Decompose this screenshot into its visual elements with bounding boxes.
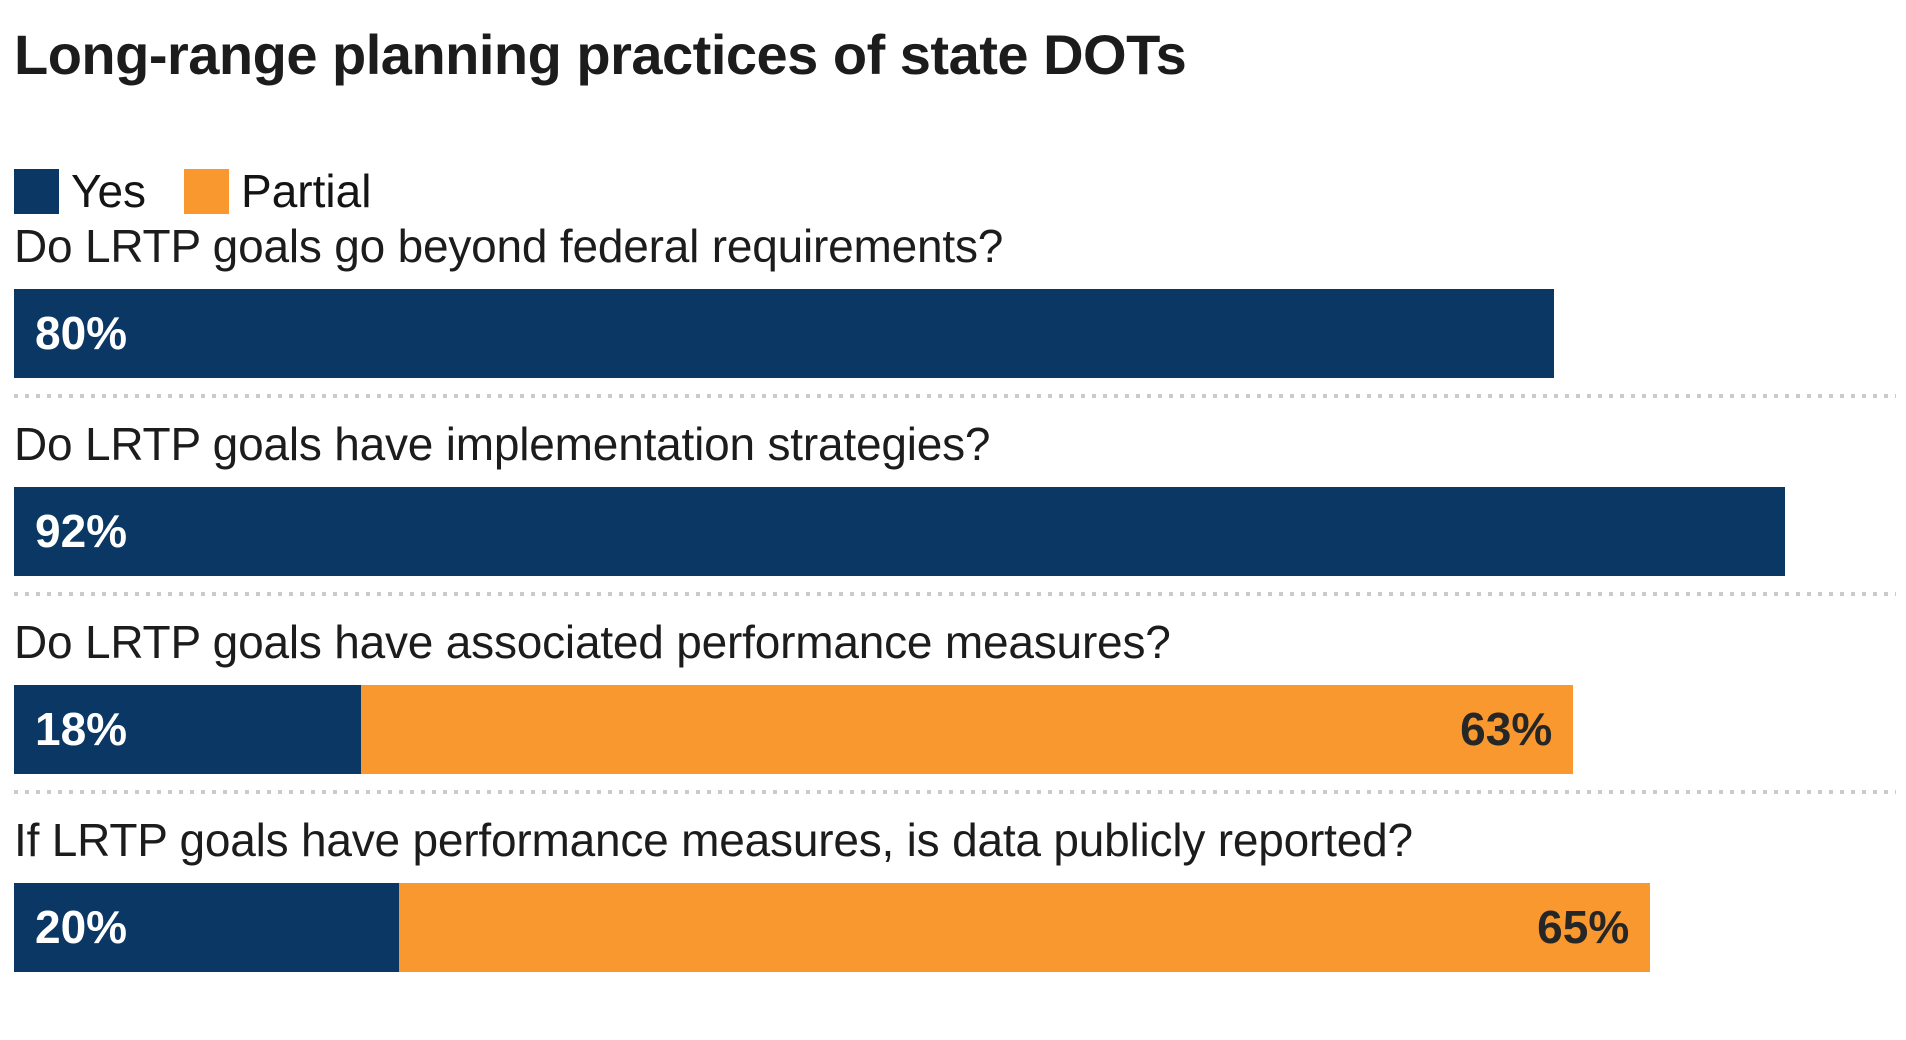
value-label-yes: 92% — [35, 505, 128, 558]
chart-row: Do LRTP goals have implementation strate… — [14, 416, 1906, 596]
stacked-bar: 80% — [14, 288, 1906, 378]
value-label-yes: 18% — [35, 703, 128, 756]
legend-item-partial: Partial — [184, 165, 371, 218]
dotted-divider — [14, 789, 1896, 794]
legend-label-partial: Partial — [241, 164, 372, 217]
chart-row: Do LRTP goals go beyond federal requirem… — [14, 218, 1906, 398]
legend-swatch-partial — [184, 168, 230, 214]
question-label: Do LRTP goals have implementation strate… — [14, 417, 991, 470]
legend-swatch-yes — [14, 168, 59, 214]
bar-segment-partial: 65% — [399, 882, 1651, 972]
stacked-bar: 92% — [14, 486, 1906, 576]
value-label-partial: 65% — [1537, 901, 1630, 954]
stacked-bar: 18% 63% — [14, 684, 1906, 774]
chart-row: If LRTP goals have performance measures,… — [14, 812, 1906, 972]
value-label-yes: 20% — [35, 901, 128, 954]
question-label: If LRTP goals have performance measures,… — [14, 813, 1413, 866]
question-label: Do LRTP goals have associated performanc… — [14, 615, 1171, 668]
legend-label-yes: Yes — [71, 164, 147, 217]
bar-segment-yes: 92% — [14, 486, 1785, 576]
chart-row: Do LRTP goals have associated performanc… — [14, 614, 1906, 794]
bar-segment-partial: 63% — [360, 684, 1574, 774]
legend-item-yes: Yes — [14, 165, 146, 218]
dotted-divider — [14, 591, 1896, 596]
dotted-divider — [14, 393, 1896, 398]
question-label: Do LRTP goals go beyond federal requirem… — [14, 219, 1004, 272]
stacked-bar: 20% 65% — [14, 882, 1906, 972]
value-label-partial: 63% — [1460, 703, 1553, 756]
chart-title: Long-range planning practices of state D… — [14, 23, 1187, 86]
chart-legend: Yes Partial — [14, 165, 1906, 218]
value-label-yes: 80% — [35, 307, 128, 360]
bar-chart: Long-range planning practices of state D… — [14, 23, 1906, 972]
bar-segment-yes: 20% — [14, 882, 399, 972]
bar-segment-yes: 80% — [14, 288, 1554, 378]
bar-segment-yes: 18% — [14, 684, 361, 774]
